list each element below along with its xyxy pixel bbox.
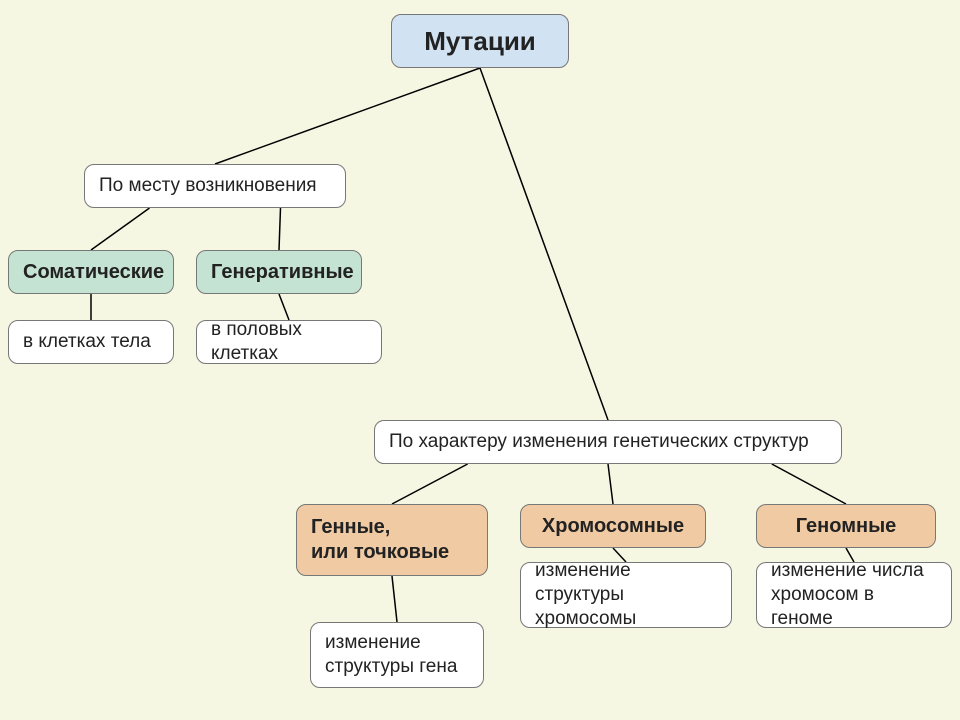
node-label: изменение структуры хромосомы	[535, 559, 717, 630]
node-label: По месту возникновения	[99, 174, 331, 198]
node-b3: Геномные	[756, 504, 936, 548]
node-catA: По месту возникновения	[84, 164, 346, 208]
node-label: в половых клетках	[211, 318, 367, 366]
node-label: изменение структуры гена	[325, 631, 469, 679]
node-catB: По характеру изменения генетических стру…	[374, 420, 842, 464]
node-label: в клетках тела	[23, 330, 159, 354]
node-b1: Генные, или точковые	[296, 504, 488, 576]
node-label: Генеративные	[211, 260, 347, 285]
node-label: Геномные	[771, 514, 921, 539]
node-label: Мутации	[406, 25, 554, 58]
node-a2d: в половых клетках	[196, 320, 382, 364]
node-b1d: изменение структуры гена	[310, 622, 484, 688]
node-b3d: изменение числа хромосом в геноме	[756, 562, 952, 628]
node-label: Соматические	[23, 260, 159, 285]
node-label: По характеру изменения генетических стру…	[389, 430, 827, 454]
node-root: Мутации	[391, 14, 569, 68]
node-b2d: изменение структуры хромосомы	[520, 562, 732, 628]
node-label: Генные, или точковые	[311, 515, 473, 565]
node-a1d: в клетках тела	[8, 320, 174, 364]
node-b2: Хромосомные	[520, 504, 706, 548]
node-label: изменение числа хромосом в геноме	[771, 559, 937, 630]
node-label: Хромосомные	[535, 514, 691, 539]
node-a1: Соматические	[8, 250, 174, 294]
node-a2: Генеративные	[196, 250, 362, 294]
